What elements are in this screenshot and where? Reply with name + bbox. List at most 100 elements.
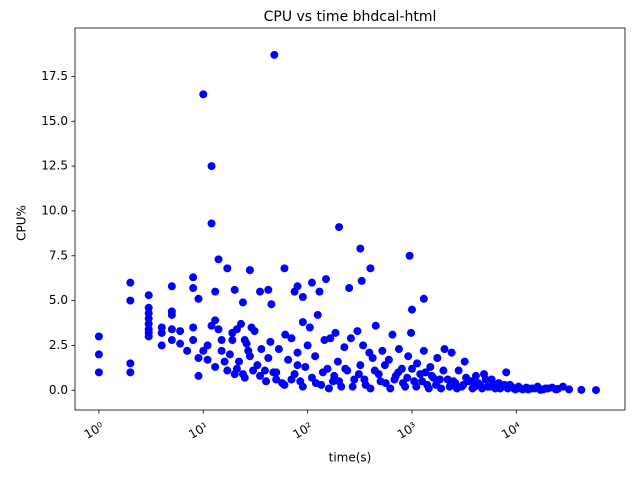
point [366, 384, 375, 393]
point [290, 287, 299, 296]
point [516, 384, 525, 393]
point [167, 325, 176, 334]
plot-frame [74, 27, 626, 411]
point [421, 368, 430, 377]
point [253, 361, 262, 370]
point [287, 375, 296, 384]
point [223, 366, 232, 375]
point [552, 385, 561, 394]
point [368, 353, 377, 362]
point [126, 368, 135, 377]
point [211, 316, 220, 325]
point [341, 364, 350, 373]
y-tick-label: 0.0 [49, 383, 68, 397]
point [167, 310, 176, 319]
point [307, 278, 316, 287]
point [280, 380, 289, 389]
y-tick-label: 17.5 [41, 69, 68, 83]
y-tick-label: 12.5 [41, 159, 68, 173]
point [335, 223, 344, 232]
point [419, 294, 428, 303]
point [94, 332, 103, 341]
point [447, 348, 456, 357]
point [326, 334, 335, 343]
point [345, 284, 354, 293]
point [249, 366, 258, 375]
point [376, 377, 385, 386]
point [577, 385, 586, 394]
y-tick-label: 2.5 [49, 338, 68, 352]
point [386, 384, 395, 393]
point [220, 357, 229, 366]
y-tick-label: 5.0 [49, 293, 68, 307]
point [230, 370, 239, 379]
point [242, 339, 251, 348]
point [207, 219, 216, 228]
point [356, 244, 365, 253]
point [272, 368, 281, 377]
point [591, 386, 600, 395]
point [298, 382, 307, 391]
point [460, 357, 469, 366]
point [203, 341, 212, 350]
point [394, 345, 403, 354]
point [284, 355, 293, 364]
point [370, 366, 379, 375]
point [199, 346, 208, 355]
point [183, 346, 192, 355]
point [214, 325, 223, 334]
point [321, 275, 330, 284]
point [223, 264, 232, 273]
point [157, 328, 166, 337]
point [189, 323, 198, 332]
point [230, 285, 239, 294]
point [541, 384, 550, 393]
point [407, 328, 416, 337]
point [433, 353, 442, 362]
point [126, 296, 135, 305]
point [272, 375, 281, 384]
point [199, 90, 208, 99]
point [293, 361, 302, 370]
point [413, 359, 422, 368]
point [240, 373, 249, 382]
point [418, 377, 427, 386]
point [298, 318, 307, 327]
point [238, 298, 247, 307]
point [366, 264, 375, 273]
point [357, 276, 366, 285]
point [176, 327, 185, 336]
point [203, 355, 212, 364]
point [189, 336, 198, 345]
point [353, 327, 362, 336]
point [439, 366, 448, 375]
point [452, 384, 461, 393]
point [264, 285, 273, 294]
point [398, 379, 407, 388]
point [348, 382, 357, 391]
point [359, 341, 368, 350]
point [502, 368, 511, 377]
point [412, 382, 421, 391]
y-tick-label: 10.0 [41, 203, 68, 217]
point [354, 370, 363, 379]
point [459, 380, 468, 389]
y-axis-label: CPU% [15, 205, 29, 241]
point [440, 345, 449, 354]
point [245, 266, 254, 275]
point [301, 362, 310, 371]
point [157, 341, 166, 350]
x-axis-label: time(s) [329, 451, 372, 465]
point [211, 362, 220, 371]
point [234, 357, 243, 366]
point [565, 385, 574, 394]
point [262, 377, 271, 386]
point [257, 345, 266, 354]
point [481, 375, 490, 384]
point [126, 359, 135, 368]
point [360, 375, 369, 384]
point [211, 287, 220, 296]
point [194, 294, 203, 303]
point [237, 319, 246, 328]
